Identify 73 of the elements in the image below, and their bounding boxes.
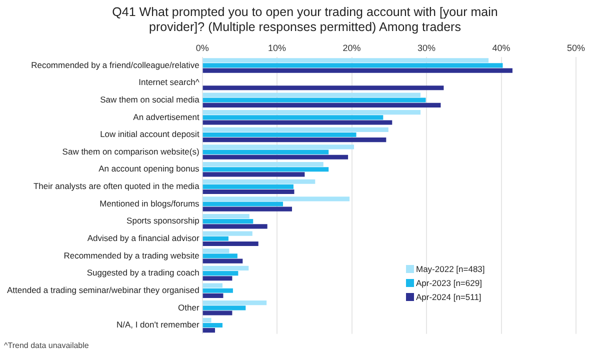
bar [202,219,254,224]
bar [202,271,238,276]
bar [202,58,489,63]
bar [202,172,305,177]
bar [202,68,512,73]
y-tick-label: An account opening bonus [98,164,200,174]
bar [202,144,354,150]
bar [202,138,386,142]
bar [202,266,249,270]
bar [202,132,356,138]
y-tick-label: Their analysts are often quoted in the media [33,181,200,192]
bar [202,248,230,254]
bar [202,241,258,246]
bar [202,283,222,288]
y-tick-label: Sports sponsorship [126,216,200,226]
bar [202,102,441,108]
bar [202,120,392,125]
x-tick-label: 40% [492,42,510,53]
y-tick-label: Attended a trading seminar/webinar they organised [7,284,200,295]
bar [202,300,267,306]
bar [202,150,329,154]
x-tick-label: 20% [342,42,361,53]
y-tick-label: Recommended by a trading website [64,250,200,260]
y-tick-label: An advertisement [133,112,200,122]
bar [202,167,329,172]
x-tick-label: 0% [196,42,209,53]
bar [202,179,316,184]
bar [202,306,246,310]
bar [202,236,228,241]
x-tick-label: 10% [268,42,286,53]
bar [202,63,503,68]
y-tick-label: Recommended by a friend/colleague/relative [31,60,200,70]
legend-label: May-2022 [n=483] [416,264,485,274]
y-tick-label: Internet search^ [138,77,200,88]
bar [202,110,421,115]
y-tick-label: Saw them on social media [100,94,200,104]
x-tick-label: 50% [566,42,586,53]
legend-label: Apr-2023 [n=629] [416,278,482,288]
y-tick-label: Mentioned in blogs/forums [100,198,200,208]
bar [202,276,232,281]
legend-label: Apr-2024 [n=511] [416,292,482,302]
chart-title: Q41 What prompted you to open your trading account with [your main provider]? (Multiple responses permitted) Among traders [111,5,499,35]
bar [202,115,384,120]
bar [202,293,224,298]
bar [202,184,294,189]
y-tick-label: Other [178,302,200,312]
bar [202,224,268,229]
bar [202,92,421,98]
bar [202,328,216,333]
y-tick-label: N/A, I don't remember [116,320,200,330]
text: ^Trend data unavailable [4,341,89,350]
bar [202,202,284,206]
bar [202,86,444,90]
bar [202,322,222,328]
bar [202,288,233,293]
bar [202,206,292,212]
bar [202,318,212,322]
bar [202,231,252,236]
x-tick-label: 30% [418,42,436,53]
bar [202,127,388,132]
y-tick-label: Advised by a financial advisor [87,232,200,243]
bar [202,154,348,160]
bar [202,196,350,202]
bar [202,258,243,264]
bar [202,98,426,102]
bar [202,162,324,167]
bar [202,254,238,258]
y-tick-label: Saw them on comparison website(s) [62,146,200,156]
y-tick-label: Low initial account deposit [100,129,200,140]
bar [202,189,294,194]
bar [202,214,250,219]
bar [202,310,232,316]
y-tick-label: Suggested by a trading coach [86,268,200,278]
